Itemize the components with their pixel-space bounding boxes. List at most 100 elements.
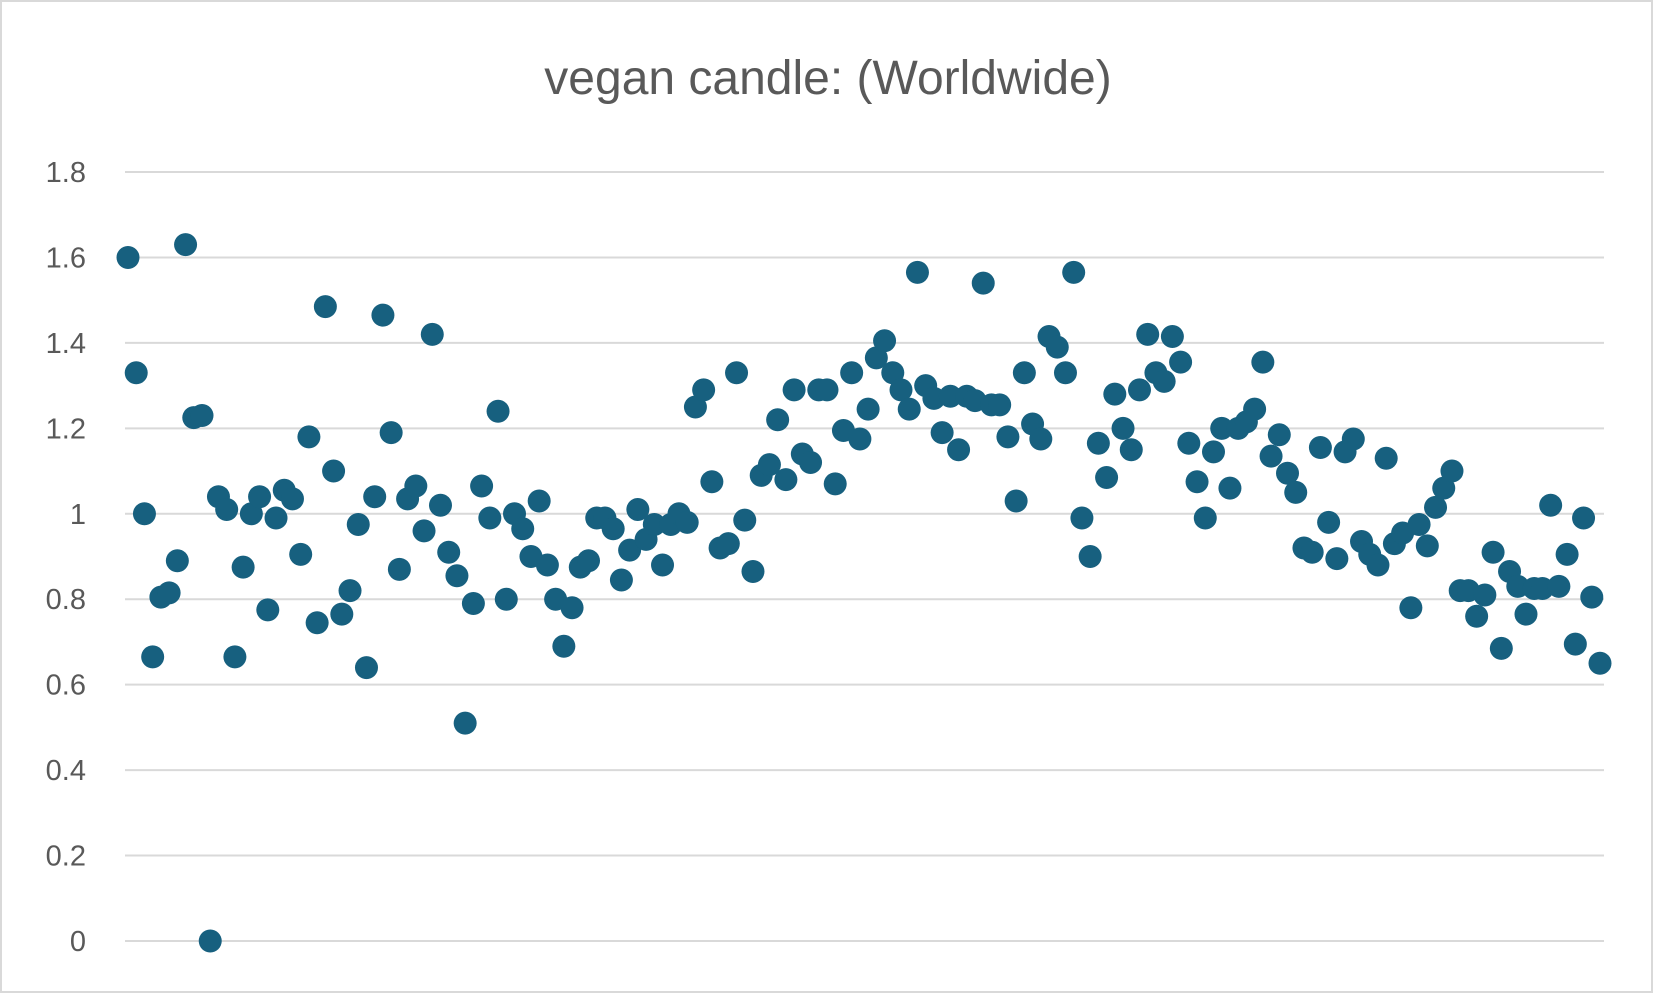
data-point <box>1300 540 1324 564</box>
data-point <box>453 711 477 735</box>
data-point <box>322 459 346 483</box>
data-point <box>1111 416 1135 440</box>
data-point <box>560 596 584 620</box>
data-point <box>1440 459 1464 483</box>
data-point <box>1415 534 1439 558</box>
data-point <box>1218 476 1242 500</box>
data-point <box>700 470 724 494</box>
data-point <box>848 427 872 451</box>
data-point <box>486 399 510 423</box>
data-point <box>511 517 535 541</box>
data-point <box>1259 444 1283 468</box>
data-point <box>116 245 140 269</box>
data-point <box>626 498 650 522</box>
data-points <box>116 233 1612 953</box>
data-point <box>1243 397 1267 421</box>
data-point <box>873 329 897 353</box>
data-point <box>1201 440 1225 464</box>
data-point <box>535 553 559 577</box>
data-point <box>996 425 1020 449</box>
y-tick-label: 0.4 <box>46 755 86 787</box>
data-point <box>494 587 518 611</box>
data-point <box>1374 446 1398 470</box>
data-point <box>239 502 263 526</box>
data-point <box>1029 427 1053 451</box>
data-point <box>354 656 378 680</box>
data-point <box>552 634 576 658</box>
data-point <box>757 453 781 477</box>
data-point <box>1276 461 1300 485</box>
data-point <box>938 384 962 408</box>
data-point <box>412 519 436 543</box>
data-point <box>675 510 699 534</box>
data-point <box>428 493 452 517</box>
data-point <box>799 451 823 475</box>
data-point <box>165 549 189 573</box>
data-point <box>1169 350 1193 374</box>
data-point <box>470 474 494 498</box>
data-point <box>174 233 198 257</box>
data-point <box>1053 361 1077 385</box>
data-point <box>1317 510 1341 534</box>
data-point <box>947 438 971 462</box>
data-point <box>1103 382 1127 406</box>
data-point <box>1555 542 1579 566</box>
data-point <box>157 581 181 605</box>
data-point <box>338 579 362 603</box>
y-tick-label: 0.6 <box>46 670 86 702</box>
y-tick-label: 1.2 <box>46 413 86 445</box>
data-point <box>971 271 995 295</box>
data-point <box>305 611 329 635</box>
data-point <box>766 408 790 432</box>
data-point <box>889 378 913 402</box>
data-point <box>1399 596 1423 620</box>
data-point <box>651 553 675 577</box>
data-point <box>1325 547 1349 571</box>
data-point <box>856 397 880 421</box>
data-point <box>1366 553 1390 577</box>
data-point <box>346 512 370 536</box>
data-point <box>1095 465 1119 489</box>
data-point <box>782 378 806 402</box>
data-point <box>823 472 847 496</box>
data-point <box>1580 585 1604 609</box>
data-point <box>725 361 749 385</box>
data-point <box>420 322 444 346</box>
data-point <box>215 498 239 522</box>
data-point <box>840 361 864 385</box>
data-point <box>1514 602 1538 626</box>
data-point <box>1193 506 1217 530</box>
data-point <box>1489 636 1513 660</box>
data-point <box>198 929 222 953</box>
data-point <box>363 485 387 509</box>
data-point <box>1152 369 1176 393</box>
data-point <box>280 487 304 511</box>
data-point <box>1062 260 1086 284</box>
data-point <box>141 645 165 669</box>
data-point <box>1160 324 1184 348</box>
data-point <box>231 555 255 579</box>
y-tick-label: 1.4 <box>46 328 86 360</box>
data-point <box>297 425 321 449</box>
data-point <box>988 393 1012 417</box>
data-point <box>1465 604 1489 628</box>
y-tick-label: 0.8 <box>46 584 86 616</box>
data-point <box>1539 493 1563 517</box>
data-point <box>1547 574 1571 598</box>
data-point <box>1563 632 1587 656</box>
data-point <box>815 378 839 402</box>
data-point <box>248 485 272 509</box>
data-point <box>124 361 148 385</box>
data-point <box>692 378 716 402</box>
data-point <box>289 542 313 566</box>
data-point <box>190 404 214 428</box>
chart-title: vegan candle: (Worldwide) <box>544 52 1111 105</box>
data-point <box>716 532 740 556</box>
data-point <box>371 303 395 327</box>
data-point <box>1078 545 1102 568</box>
y-tick-label: 1.6 <box>46 242 86 274</box>
data-point <box>1086 431 1110 455</box>
data-point <box>1267 423 1291 447</box>
y-tick-label: 0.2 <box>46 841 86 873</box>
